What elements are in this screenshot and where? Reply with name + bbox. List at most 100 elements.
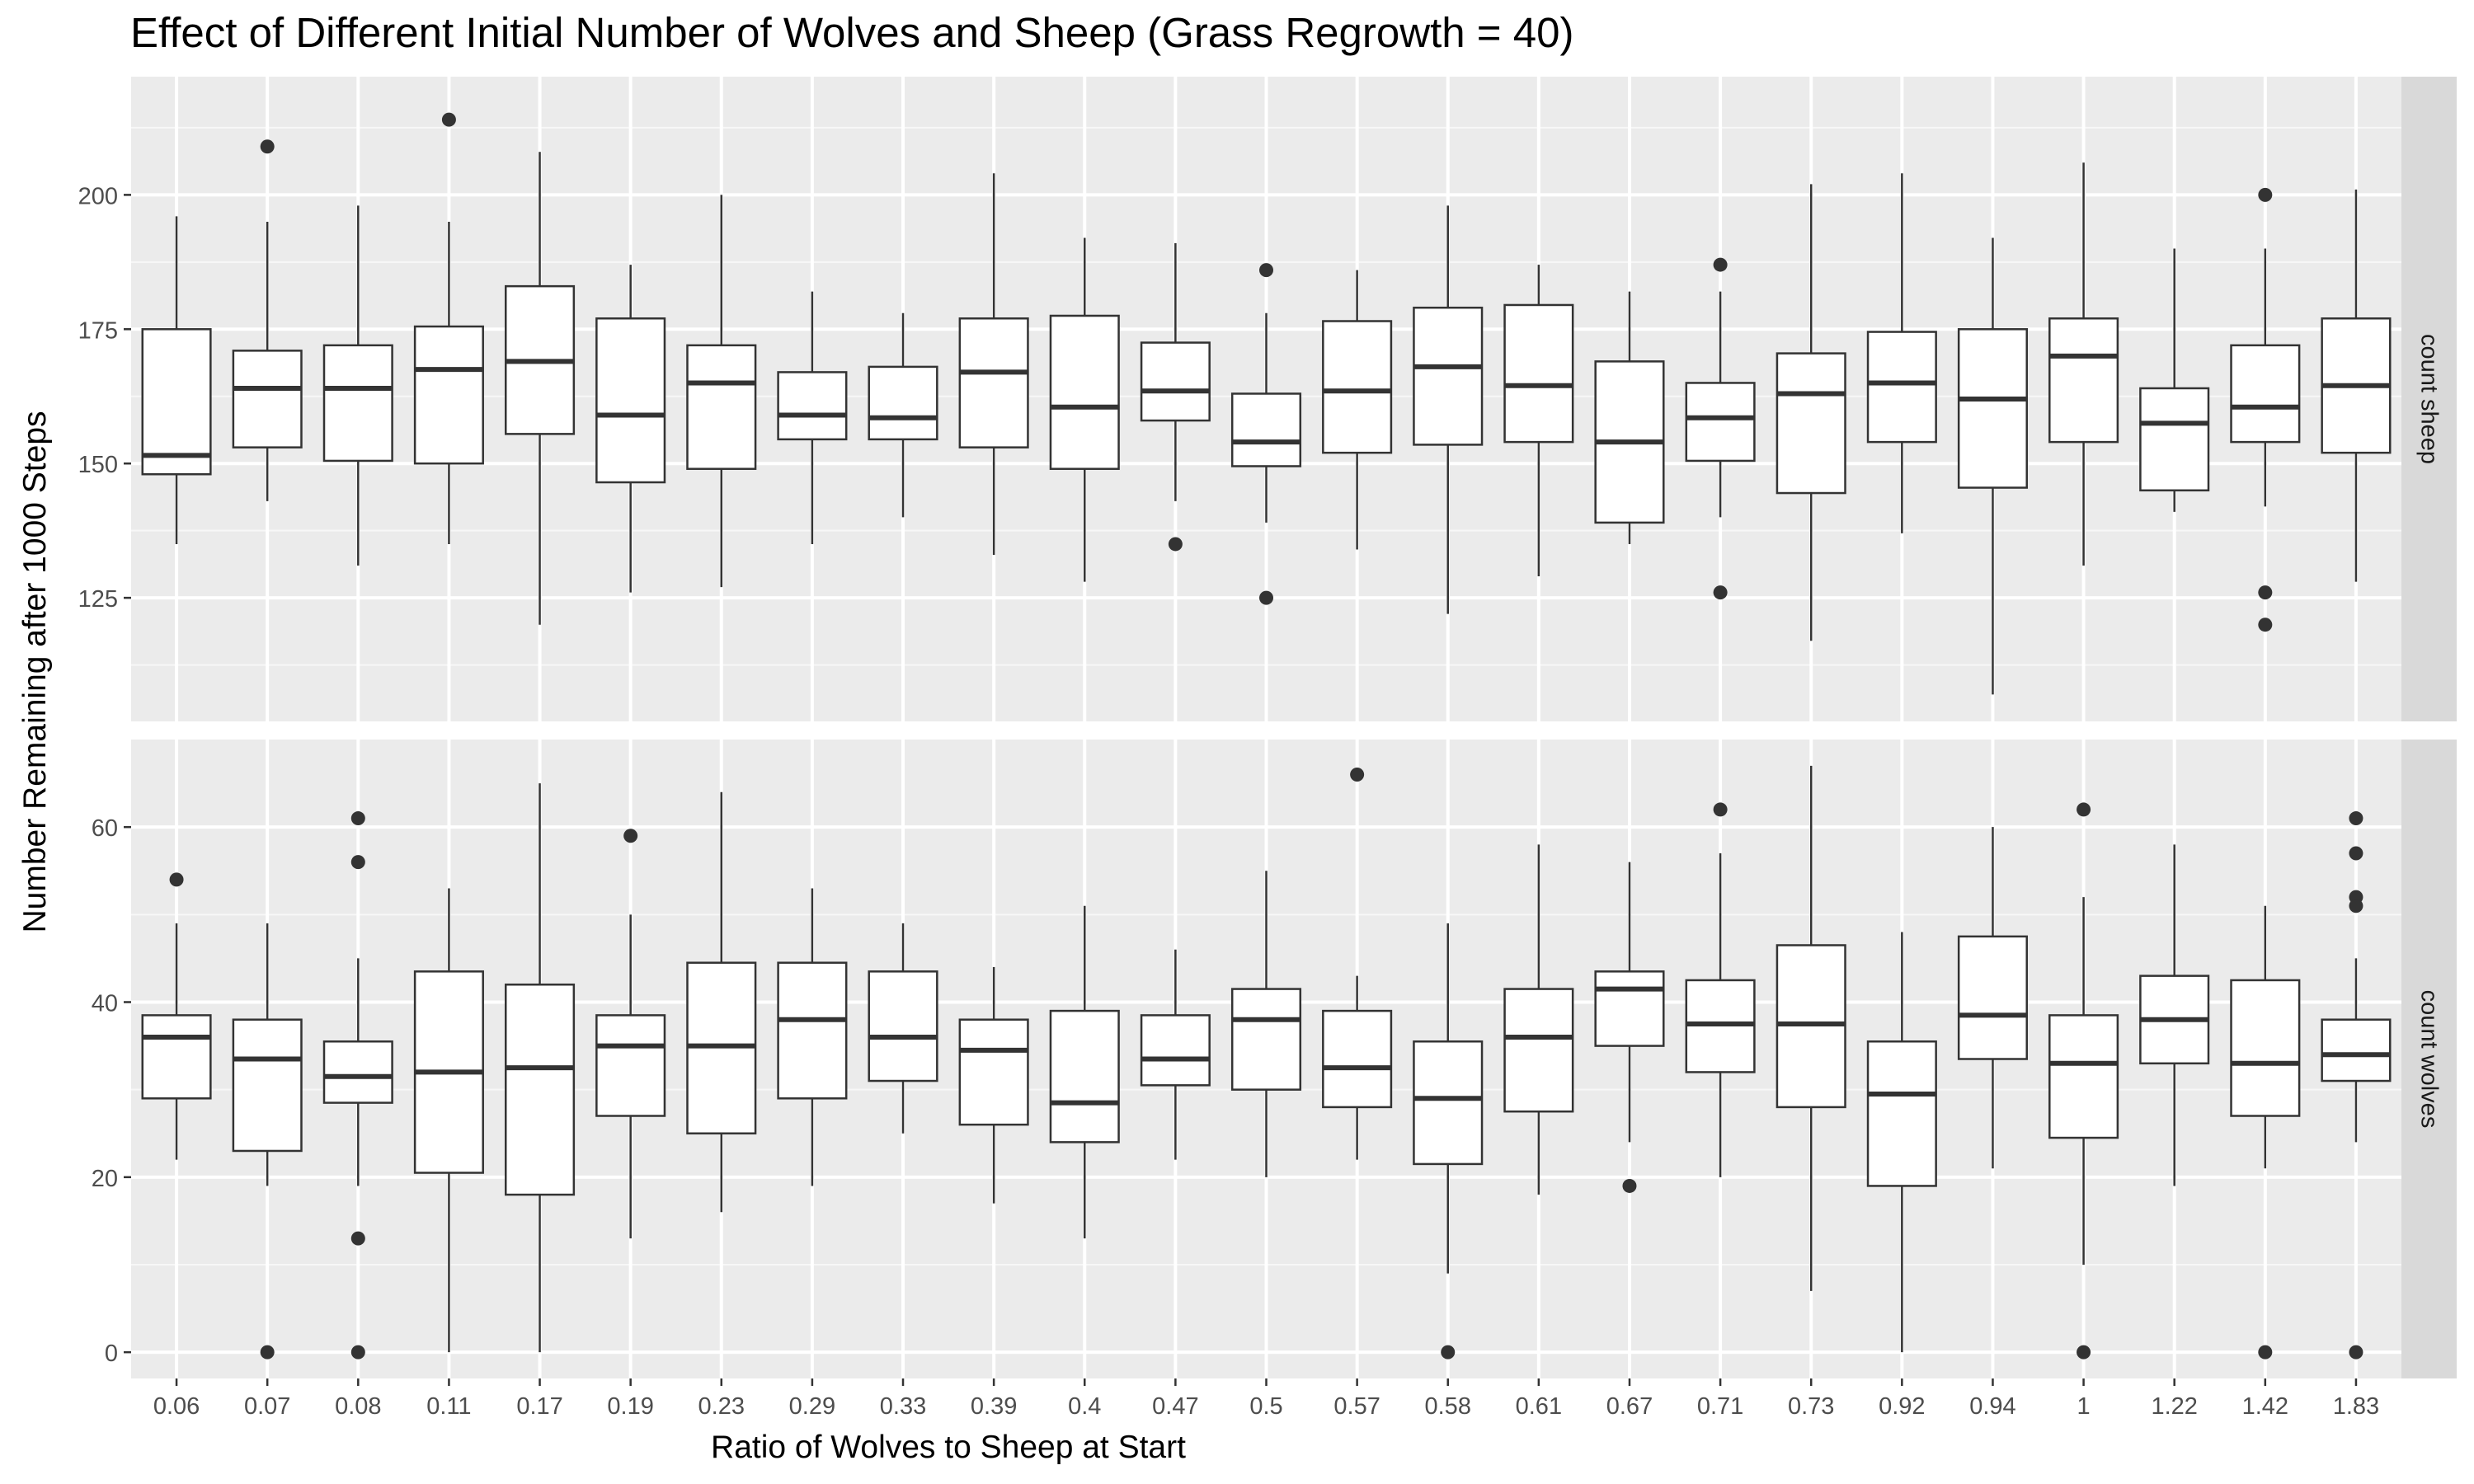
boxplot [868,312,938,518]
x-tick-label: 0.47 [1152,1393,1198,1420]
box-iqr [2048,317,2119,444]
facet-strip [2401,740,2457,1378]
box-iqr [1503,988,1574,1113]
facet-panel: 0 20 40 60 count wolves [92,740,2457,1378]
facet-panels: 125 150 175 200 count sheep 0 20 40 60 count wolv… [78,77,2457,1420]
y-tick-label: 125 [78,586,118,613]
x-tick-label: 0.67 [1606,1393,1653,1420]
outlier-point [623,829,638,843]
y-tick-label: 150 [78,452,118,478]
outlier-point [1259,590,1273,605]
boxplot [1957,237,2029,695]
boxplot [504,783,576,1353]
boxplot [958,173,1029,555]
outlier-point [2349,811,2363,826]
facet-strip-label: count sheep [2416,334,2443,464]
x-tick-label: 0.57 [1333,1393,1380,1420]
boxplot [2230,187,2301,632]
box-iqr [1503,303,1574,444]
boxplot [2139,248,2210,512]
outlier-point [2349,846,2363,861]
box-iqr [868,970,938,1082]
boxplot [2321,189,2392,582]
outlier-point [350,1345,365,1360]
boxplot [1685,257,1756,600]
box-iqr [2048,1014,2119,1139]
x-tick-label: 0.4 [1068,1393,1101,1420]
outlier-point [1168,537,1183,552]
boxplot [1049,237,1120,582]
boxplot [1413,205,1484,614]
outlier-point [1259,263,1273,278]
x-tick-label: 0.19 [607,1393,653,1420]
box-iqr [958,1018,1029,1126]
boxplot [141,216,212,544]
outlier-point [260,139,275,154]
boxplot [1866,173,1937,533]
box-iqr [777,371,848,441]
y-tick-label: 20 [92,1166,118,1192]
x-tick-label: 1 [2077,1393,2091,1420]
outlier-point [1622,1178,1637,1193]
y-axis-title: Number Remaining after 1000 Steps [17,411,53,932]
x-tick-label: 0.94 [1969,1393,2015,1420]
box-iqr [686,344,757,470]
outlier-point [2258,187,2273,202]
boxplot [322,811,393,1360]
boxplot [1322,270,1393,550]
boxplot [413,888,484,1353]
box-iqr [141,1014,212,1100]
box-iqr [1957,328,2029,489]
outlier-point [1441,1345,1456,1360]
boxplot [686,791,757,1213]
outlier-point [2258,1345,2273,1360]
x-tick-label: 0.23 [698,1393,745,1420]
boxplot [413,112,484,544]
x-tick-label: 0.06 [153,1393,200,1420]
box-iqr [1413,1040,1484,1166]
outlier-point [2258,585,2273,600]
boxplot [1594,862,1665,1193]
box-iqr [322,1040,393,1104]
box-iqr [413,325,484,465]
boxplot [1957,827,2029,1169]
box-iqr [2139,387,2210,492]
boxplot [1776,765,1846,1291]
boxplot [1140,243,1211,552]
boxplot [2321,811,2392,1360]
box-iqr [2230,344,2301,444]
outlier-point [350,811,365,826]
box-iqr [958,317,1029,448]
boxplot [1685,802,1756,1177]
x-tick-label: 0.5 [1249,1393,1282,1420]
boxplot [1776,184,1846,641]
outlier-point [2349,899,2363,913]
box-iqr [1866,331,1937,444]
box-iqr [1230,988,1302,1091]
x-tick-label: 1.42 [2242,1393,2288,1420]
boxplot [1866,932,1937,1353]
box-iqr [1594,970,1665,1047]
boxplot [2048,162,2119,566]
box-iqr [1140,1014,1211,1087]
outlier-point [1713,585,1728,600]
boxplot [777,291,848,544]
outlier-point [2258,618,2273,632]
facet-panel: 125 150 175 200 count sheep [78,77,2457,721]
outlier-point [441,112,456,127]
outlier-point [2077,1345,2091,1360]
boxplot [141,872,212,1160]
x-tick-label: 0.11 [426,1393,471,1420]
box-iqr [1322,320,1393,454]
x-tick-label: 0.07 [244,1393,290,1420]
outlier-point [2349,1345,2363,1360]
outlier-point [350,855,365,870]
boxplot [322,205,393,566]
box-iqr [232,1018,303,1153]
box-iqr [595,317,666,484]
box-iqr [322,344,393,463]
y-tick-label: 175 [78,317,118,344]
boxplot [958,967,1029,1204]
box-iqr [2230,979,2301,1117]
box-iqr [232,350,303,448]
